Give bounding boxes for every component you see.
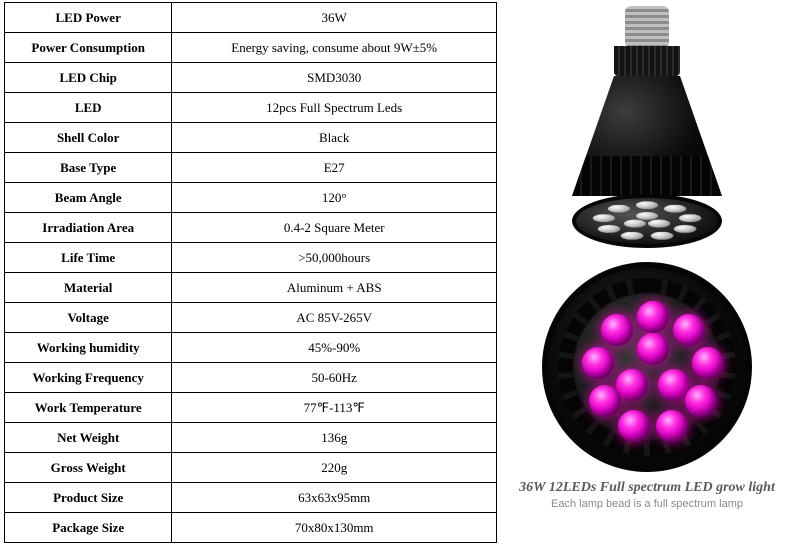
table-row: Working humidity45%-90%: [5, 333, 497, 363]
spec-label: Voltage: [5, 303, 172, 333]
e27-base-icon: [625, 6, 669, 46]
lens-icon: [678, 214, 702, 223]
spec-value: 63x63x95mm: [172, 483, 497, 513]
spec-value: SMD3030: [172, 63, 497, 93]
led-icon: [656, 410, 688, 442]
led-icon: [616, 369, 648, 401]
spec-label: Working Frequency: [5, 363, 172, 393]
lens-icon: [647, 219, 671, 228]
bulb-body: [572, 76, 722, 196]
spec-value: 45%-90%: [172, 333, 497, 363]
spec-value: Black: [172, 123, 497, 153]
spec-label: LED Power: [5, 3, 172, 33]
table-row: Life Time>50,000hours: [5, 243, 497, 273]
spec-label: Irradiation Area: [5, 213, 172, 243]
spec-value: 0.4-2 Square Meter: [172, 213, 497, 243]
spec-value: 136g: [172, 423, 497, 453]
led-icon: [637, 301, 669, 333]
table-row: Package Size70x80x130mm: [5, 513, 497, 543]
spec-value: E27: [172, 153, 497, 183]
lens-icon: [623, 219, 647, 228]
led-icon: [637, 333, 669, 365]
lens-icon: [592, 214, 616, 223]
spec-value: >50,000hours: [172, 243, 497, 273]
spec-value: AC 85V-265V: [172, 303, 497, 333]
table-row: Net Weight136g: [5, 423, 497, 453]
spec-value: 220g: [172, 453, 497, 483]
table-row: Irradiation Area0.4-2 Square Meter: [5, 213, 497, 243]
table-row: Gross Weight220g: [5, 453, 497, 483]
spec-label: LED: [5, 93, 172, 123]
product-caption: 36W 12LEDs Full spectrum LED grow light …: [519, 480, 775, 510]
bulb-face: [572, 194, 722, 248]
caption-main: 36W 12LEDs Full spectrum LED grow light: [519, 480, 775, 496]
lens-icon: [650, 232, 674, 241]
bulb-front-view: [542, 262, 752, 472]
spec-label: Life Time: [5, 243, 172, 273]
spec-label: Beam Angle: [5, 183, 172, 213]
spec-label: Net Weight: [5, 423, 172, 453]
led-icon: [685, 385, 717, 417]
caption-sub: Each lamp bead is a full spectrum lamp: [519, 498, 775, 510]
spec-value: 70x80x130mm: [172, 513, 497, 543]
table-row: Product Size63x63x95mm: [5, 483, 497, 513]
lens-icon: [673, 225, 697, 234]
bulb-neck: [614, 46, 680, 76]
spec-label: Product Size: [5, 483, 172, 513]
spec-label: Power Consumption: [5, 33, 172, 63]
product-images: 36W 12LEDs Full spectrum LED grow light …: [497, 0, 797, 559]
spec-label: Package Size: [5, 513, 172, 543]
table-row: LED12pcs Full Spectrum Leds: [5, 93, 497, 123]
spec-label: Base Type: [5, 153, 172, 183]
spec-label: Material: [5, 273, 172, 303]
spec-label: LED Chip: [5, 63, 172, 93]
spec-value: 36W: [172, 3, 497, 33]
spec-value: 12pcs Full Spectrum Leds: [172, 93, 497, 123]
bulb-side-view: [557, 6, 737, 256]
led-plate: [574, 294, 720, 440]
lens-icon: [607, 205, 631, 214]
table-row: LED Power36W: [5, 3, 497, 33]
table-row: LED ChipSMD3030: [5, 63, 497, 93]
table-row: Beam Angle120°: [5, 183, 497, 213]
table-row: VoltageAC 85V-265V: [5, 303, 497, 333]
table-row: MaterialAluminum + ABS: [5, 273, 497, 303]
table-row: Base TypeE27: [5, 153, 497, 183]
table-row: Working Frequency50-60Hz: [5, 363, 497, 393]
spec-value: Aluminum + ABS: [172, 273, 497, 303]
spec-label: Gross Weight: [5, 453, 172, 483]
spec-value: Energy saving, consume about 9W±5%: [172, 33, 497, 63]
spec-label: Working humidity: [5, 333, 172, 363]
lens-icon: [635, 201, 659, 210]
led-icon: [618, 410, 650, 442]
table-row: Work Temperature77℉-113℉: [5, 393, 497, 423]
table-row: Power ConsumptionEnergy saving, consume …: [5, 33, 497, 63]
table-row: Shell ColorBlack: [5, 123, 497, 153]
spec-value: 120°: [172, 183, 497, 213]
led-icon: [601, 314, 633, 346]
lens-icon: [620, 232, 644, 241]
spec-value: 50-60Hz: [172, 363, 497, 393]
spec-label: Work Temperature: [5, 393, 172, 423]
spec-table: LED Power36WPower ConsumptionEnergy savi…: [4, 2, 497, 543]
led-icon: [673, 314, 705, 346]
lens-icon: [597, 225, 621, 234]
led-icon: [582, 347, 614, 379]
spec-value: 77℉-113℉: [172, 393, 497, 423]
led-icon: [589, 385, 621, 417]
spec-label: Shell Color: [5, 123, 172, 153]
lens-icon: [663, 205, 687, 214]
led-icon: [692, 347, 724, 379]
